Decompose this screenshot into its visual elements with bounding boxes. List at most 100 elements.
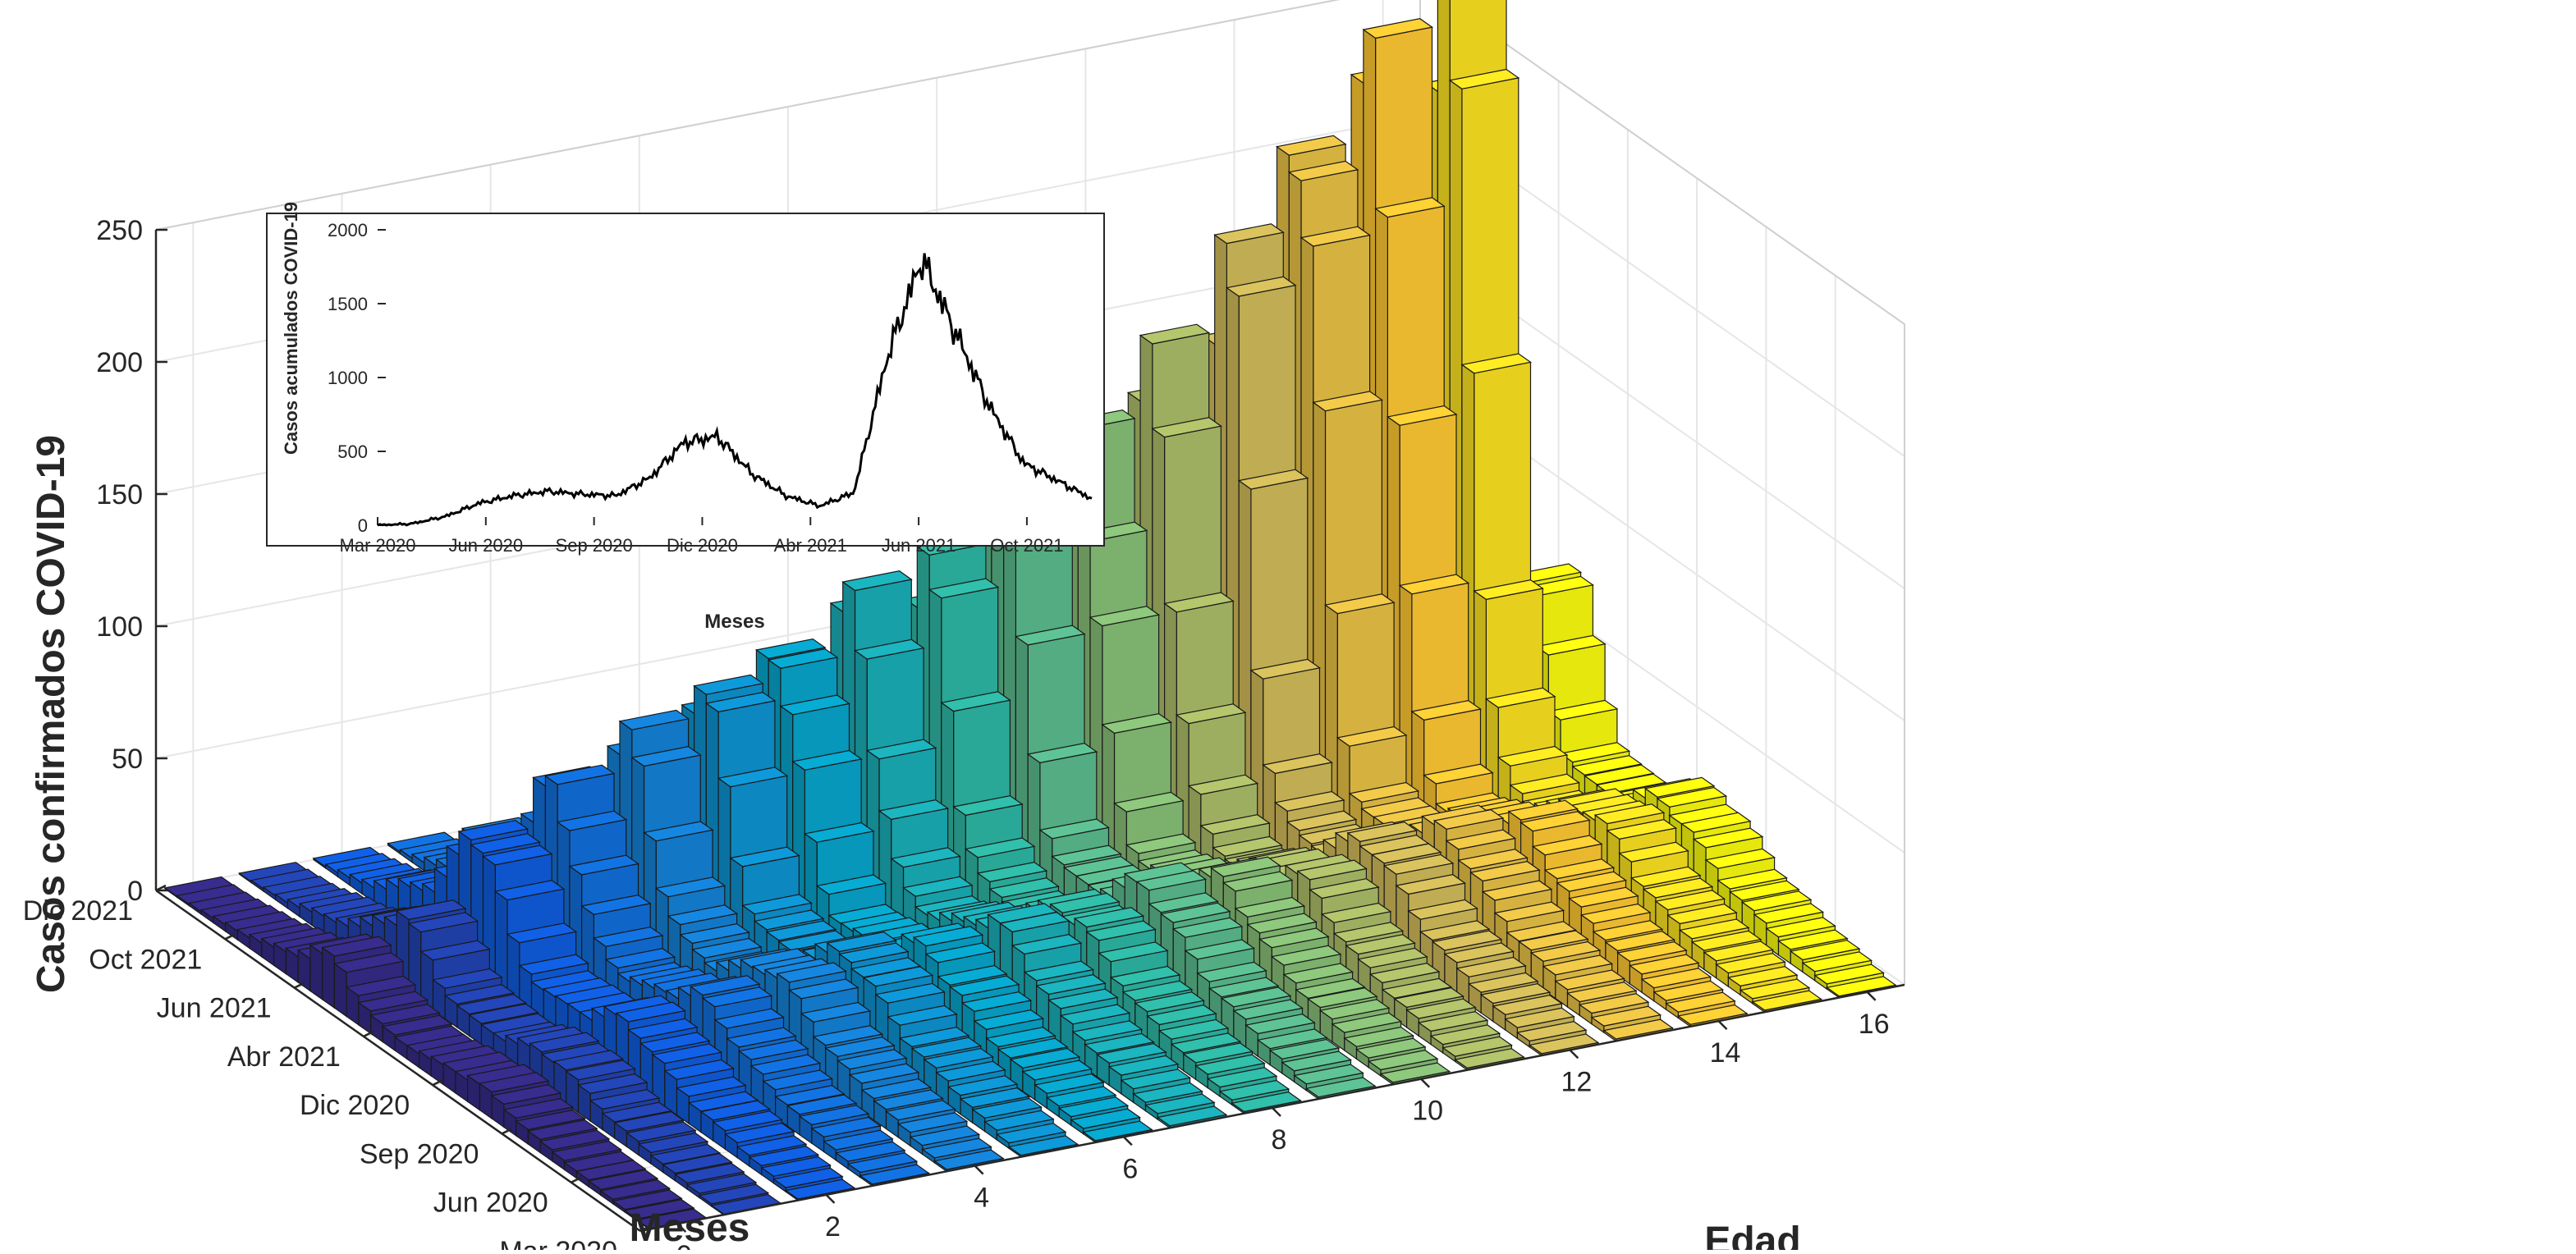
edad-tick [1569, 1049, 1579, 1059]
bar-face [613, 1110, 685, 1133]
inset-y-tick-label: 0 [358, 515, 368, 536]
bar-face [1554, 969, 1625, 991]
bar-face [1182, 1042, 1254, 1064]
edad-tick-label: 8 [1272, 1124, 1287, 1156]
bar-face [1125, 833, 1197, 854]
bar-face [1035, 974, 1107, 995]
edad-tick [825, 1193, 836, 1204]
bar-face [1299, 226, 1372, 247]
bar-face [1057, 1096, 1130, 1118]
z-axis-label: Casos confirmados COVID-19 [30, 435, 73, 993]
bar-face [1332, 922, 1405, 943]
meses-axis-label: Meses [630, 1206, 750, 1250]
bar-face [1268, 1038, 1341, 1059]
bar-face [1244, 1014, 1316, 1035]
bar-face [971, 1097, 1043, 1119]
bar-face [1395, 874, 1466, 895]
bar-face [748, 1145, 820, 1167]
bar-face [964, 837, 1036, 858]
bar-face [1602, 1018, 1674, 1040]
bar-face [997, 1037, 1069, 1059]
bar-face [887, 1005, 958, 1026]
bar-face [1293, 1064, 1364, 1085]
bar-face [1457, 849, 1529, 870]
bar-face [1171, 917, 1244, 938]
bar-face [952, 794, 1024, 817]
bar-face [824, 1036, 896, 1057]
bar-face [1703, 940, 1774, 962]
bar-face [803, 822, 875, 843]
meses-tick [571, 1176, 582, 1183]
bar-face [1519, 811, 1591, 832]
bar-face [1386, 405, 1458, 426]
bar-face [482, 844, 553, 866]
bar-face [1481, 880, 1553, 901]
meses-tick [294, 982, 305, 989]
inset-y-axis-label: Casos acumulados COVID-19 [281, 202, 301, 455]
bar-face [1084, 1032, 1155, 1054]
bar-face [470, 833, 541, 854]
bar-face [1256, 1028, 1328, 1050]
bar-face [601, 1101, 673, 1123]
bar-face [1680, 812, 1752, 833]
bar-face [862, 966, 934, 987]
bar-face [679, 922, 750, 945]
bar-face [551, 1140, 622, 1161]
bar-face [1286, 810, 1358, 831]
bar-face [1528, 1033, 1600, 1055]
bar-face [798, 1105, 870, 1126]
bar-face [1357, 947, 1428, 968]
bar-face [841, 570, 913, 592]
bar-face [1640, 968, 1712, 989]
bar-face [960, 991, 1033, 1013]
bar-face [1276, 135, 1347, 156]
bar-face [765, 920, 837, 941]
bar-face [1212, 835, 1283, 857]
bar-face [948, 975, 1020, 996]
bar-face [701, 986, 773, 1008]
bar-face [1665, 991, 1736, 1013]
bar-face [577, 1073, 649, 1095]
bar-face [1590, 1005, 1662, 1027]
bar-face [1370, 843, 1442, 864]
bar-face [885, 1100, 956, 1121]
bar-face [332, 952, 405, 973]
bar-face [1023, 960, 1095, 982]
bar-face [1362, 18, 1433, 39]
bar-face [518, 954, 589, 975]
bar-face [1070, 1108, 1141, 1129]
bar-face [846, 1152, 919, 1174]
bar-face [1419, 920, 1491, 941]
bar-face [774, 1084, 846, 1106]
bar-face [854, 638, 925, 660]
bar-face [419, 940, 491, 961]
bar-face [618, 709, 690, 730]
bar-face [654, 876, 727, 898]
bar-face [800, 1001, 872, 1023]
bar-face [1454, 1048, 1525, 1069]
bar-face [556, 810, 628, 831]
bar-face [1210, 856, 1281, 877]
bar-face [1148, 892, 1219, 913]
bar-face [1666, 904, 1738, 925]
bar-face [642, 821, 714, 842]
z-tick-label: 50 [112, 744, 143, 775]
bar-face [1606, 818, 1677, 840]
bar-face [1678, 918, 1750, 940]
bar-face [1336, 725, 1408, 747]
bar-face [1592, 920, 1664, 941]
bar-face [1751, 990, 1822, 1011]
edad-tick-label: 4 [974, 1183, 989, 1214]
bar-face [615, 1001, 686, 1023]
bar-face [762, 1069, 833, 1091]
bar-face [322, 946, 335, 1009]
bar-face [1604, 931, 1675, 952]
bar-face [1676, 1004, 1749, 1025]
bar-face [1348, 781, 1420, 803]
bar-face [506, 922, 578, 944]
bar-face [612, 1189, 683, 1211]
bar-face [675, 1076, 747, 1097]
bar-face [1368, 963, 1441, 984]
bar-face [1139, 323, 1211, 345]
bar-face [1151, 417, 1222, 438]
